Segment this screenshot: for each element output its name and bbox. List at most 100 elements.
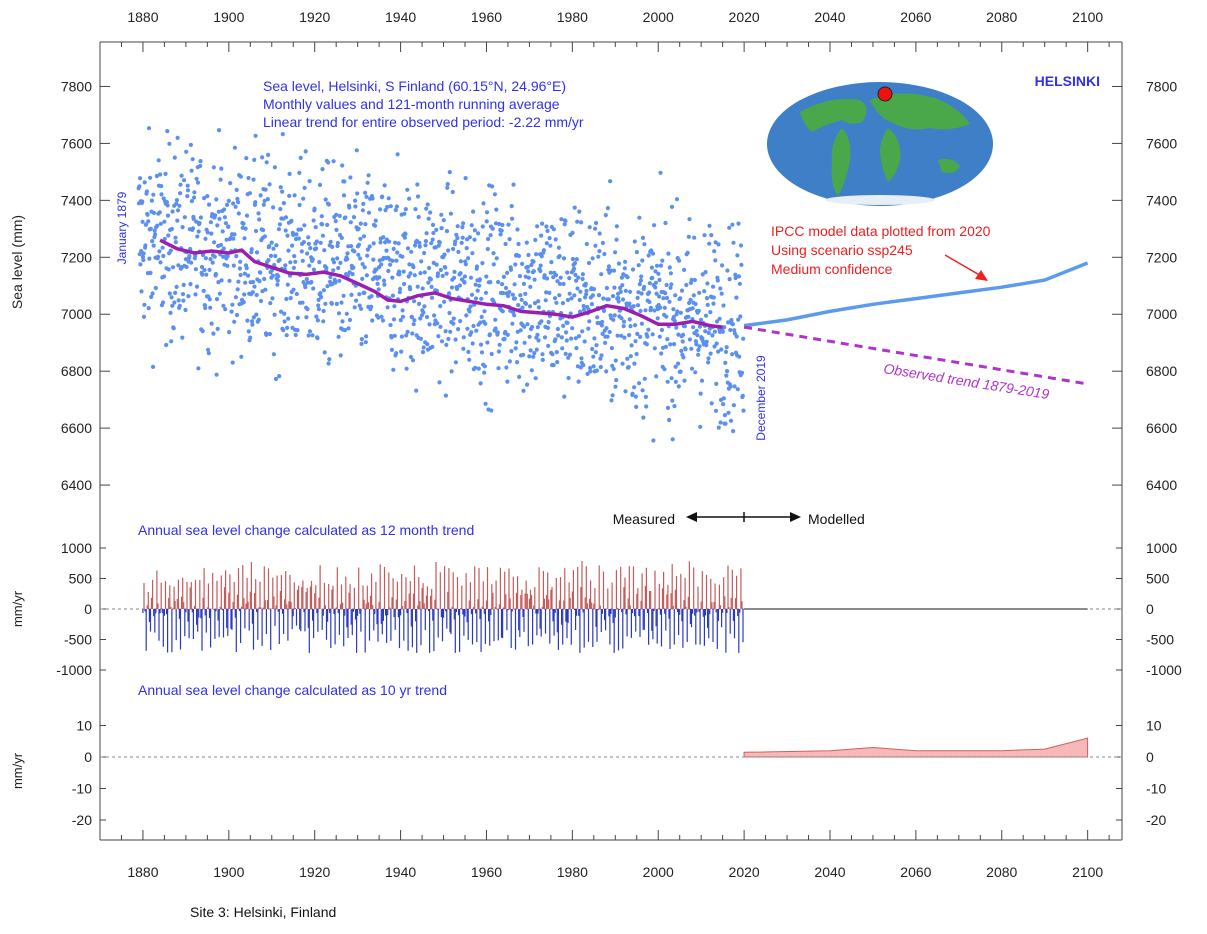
annual-12-title: Annual sea level change calculated as 12…	[138, 522, 474, 538]
scatter-point	[697, 344, 702, 349]
scatter-point	[166, 267, 171, 272]
scatter-point	[457, 283, 462, 288]
scatter-point	[485, 246, 490, 252]
scatter-point	[516, 253, 522, 258]
scatter-point	[208, 220, 213, 225]
scatter-point	[316, 307, 321, 312]
scatter-point	[566, 375, 571, 381]
scatter-point	[283, 228, 288, 233]
scatter-point	[724, 373, 729, 378]
scatter-point	[140, 219, 145, 224]
annual-10-areas	[184, 709, 1089, 831]
scatter-point	[262, 198, 267, 203]
scatter-point	[397, 272, 402, 277]
scatter-point	[277, 374, 282, 379]
scatter-point	[153, 232, 158, 237]
scatter-point	[378, 207, 383, 212]
scatter-point	[142, 180, 147, 185]
scatter-point	[468, 275, 474, 280]
scatter-point	[723, 349, 729, 354]
scatter-point	[228, 181, 233, 186]
scatter-point	[516, 303, 521, 308]
annual-10-year-panel: Annual sea level change calculated as 10…	[10, 682, 1166, 831]
scatter-point	[166, 233, 171, 238]
scatter-point	[474, 264, 480, 269]
scatter-point	[305, 251, 310, 256]
scatter-point	[157, 249, 162, 254]
scatter-point	[183, 307, 188, 313]
scatter-point	[354, 298, 359, 303]
model-annotation-3: Medium confidence	[771, 261, 893, 277]
scatter-point	[400, 254, 405, 259]
scatter-point	[694, 342, 699, 347]
scatter-point	[360, 276, 365, 281]
scatter-point	[628, 324, 633, 329]
scatter-point	[665, 379, 670, 384]
scatter-point	[441, 218, 446, 223]
scatter-point	[172, 155, 177, 160]
scatter-point	[361, 234, 367, 239]
scatter-point	[363, 340, 368, 345]
scatter-point	[714, 319, 720, 324]
scatter-point	[377, 275, 382, 280]
scatter-point	[489, 351, 494, 357]
y-tick-label-left: 6600	[61, 420, 92, 436]
scatter-point	[234, 187, 239, 192]
scatter-point	[605, 334, 610, 339]
scatter-point	[667, 417, 672, 423]
scatter-point	[286, 248, 291, 253]
scatter-point	[320, 167, 325, 172]
scatter-point	[477, 277, 482, 282]
scatter-point	[567, 291, 572, 296]
scatter-point	[417, 240, 422, 245]
scatter-point	[590, 346, 595, 352]
scatter-point	[719, 291, 724, 296]
scatter-point	[419, 259, 424, 264]
scatter-point	[307, 329, 313, 334]
scatter-point	[686, 314, 691, 319]
bottom-x-tick-label: 2040	[814, 864, 845, 880]
scatter-point	[738, 314, 743, 319]
scatter-point	[696, 352, 701, 357]
scatter-point	[705, 281, 710, 286]
scatter-point	[640, 258, 645, 263]
scatter-point	[175, 135, 180, 140]
scatter-point	[716, 425, 721, 430]
scatter-point	[702, 289, 707, 294]
scatter-point	[177, 303, 182, 308]
top-x-tick-label: 2100	[1072, 9, 1103, 25]
scatter-point	[694, 328, 699, 333]
scatter-point	[159, 192, 164, 197]
scatter-point	[141, 314, 147, 319]
scatter-point	[357, 303, 362, 308]
scatter-point	[622, 266, 627, 271]
scatter-point	[362, 265, 367, 270]
scatter-point	[361, 201, 366, 206]
scatter-point	[231, 236, 236, 241]
scatter-point	[331, 268, 336, 273]
y-tick-label-left: 7600	[61, 135, 92, 151]
scatter-point	[576, 275, 581, 280]
scatter-point	[678, 369, 683, 374]
scatter-point	[186, 294, 191, 299]
scatter-point	[658, 170, 663, 175]
scatter-point	[367, 244, 372, 249]
scatter-point	[247, 191, 252, 196]
y-tick-label-right: 7600	[1146, 135, 1177, 151]
scatter-point	[290, 243, 295, 248]
scatter-point	[204, 272, 209, 277]
scatter-point	[613, 250, 618, 255]
scatter-point	[190, 157, 195, 162]
scatter-point	[242, 236, 247, 241]
scatter-point	[640, 388, 645, 393]
scatter-point	[596, 293, 602, 298]
scatter-point	[373, 223, 378, 228]
y-tick-label-left: -500	[64, 632, 92, 648]
scatter-point	[169, 295, 174, 300]
scatter-point	[528, 348, 533, 353]
scatter-point	[416, 214, 421, 220]
scatter-point	[525, 322, 530, 327]
scatter-point	[682, 324, 688, 329]
scatter-point	[261, 202, 266, 207]
scatter-point	[446, 336, 451, 342]
